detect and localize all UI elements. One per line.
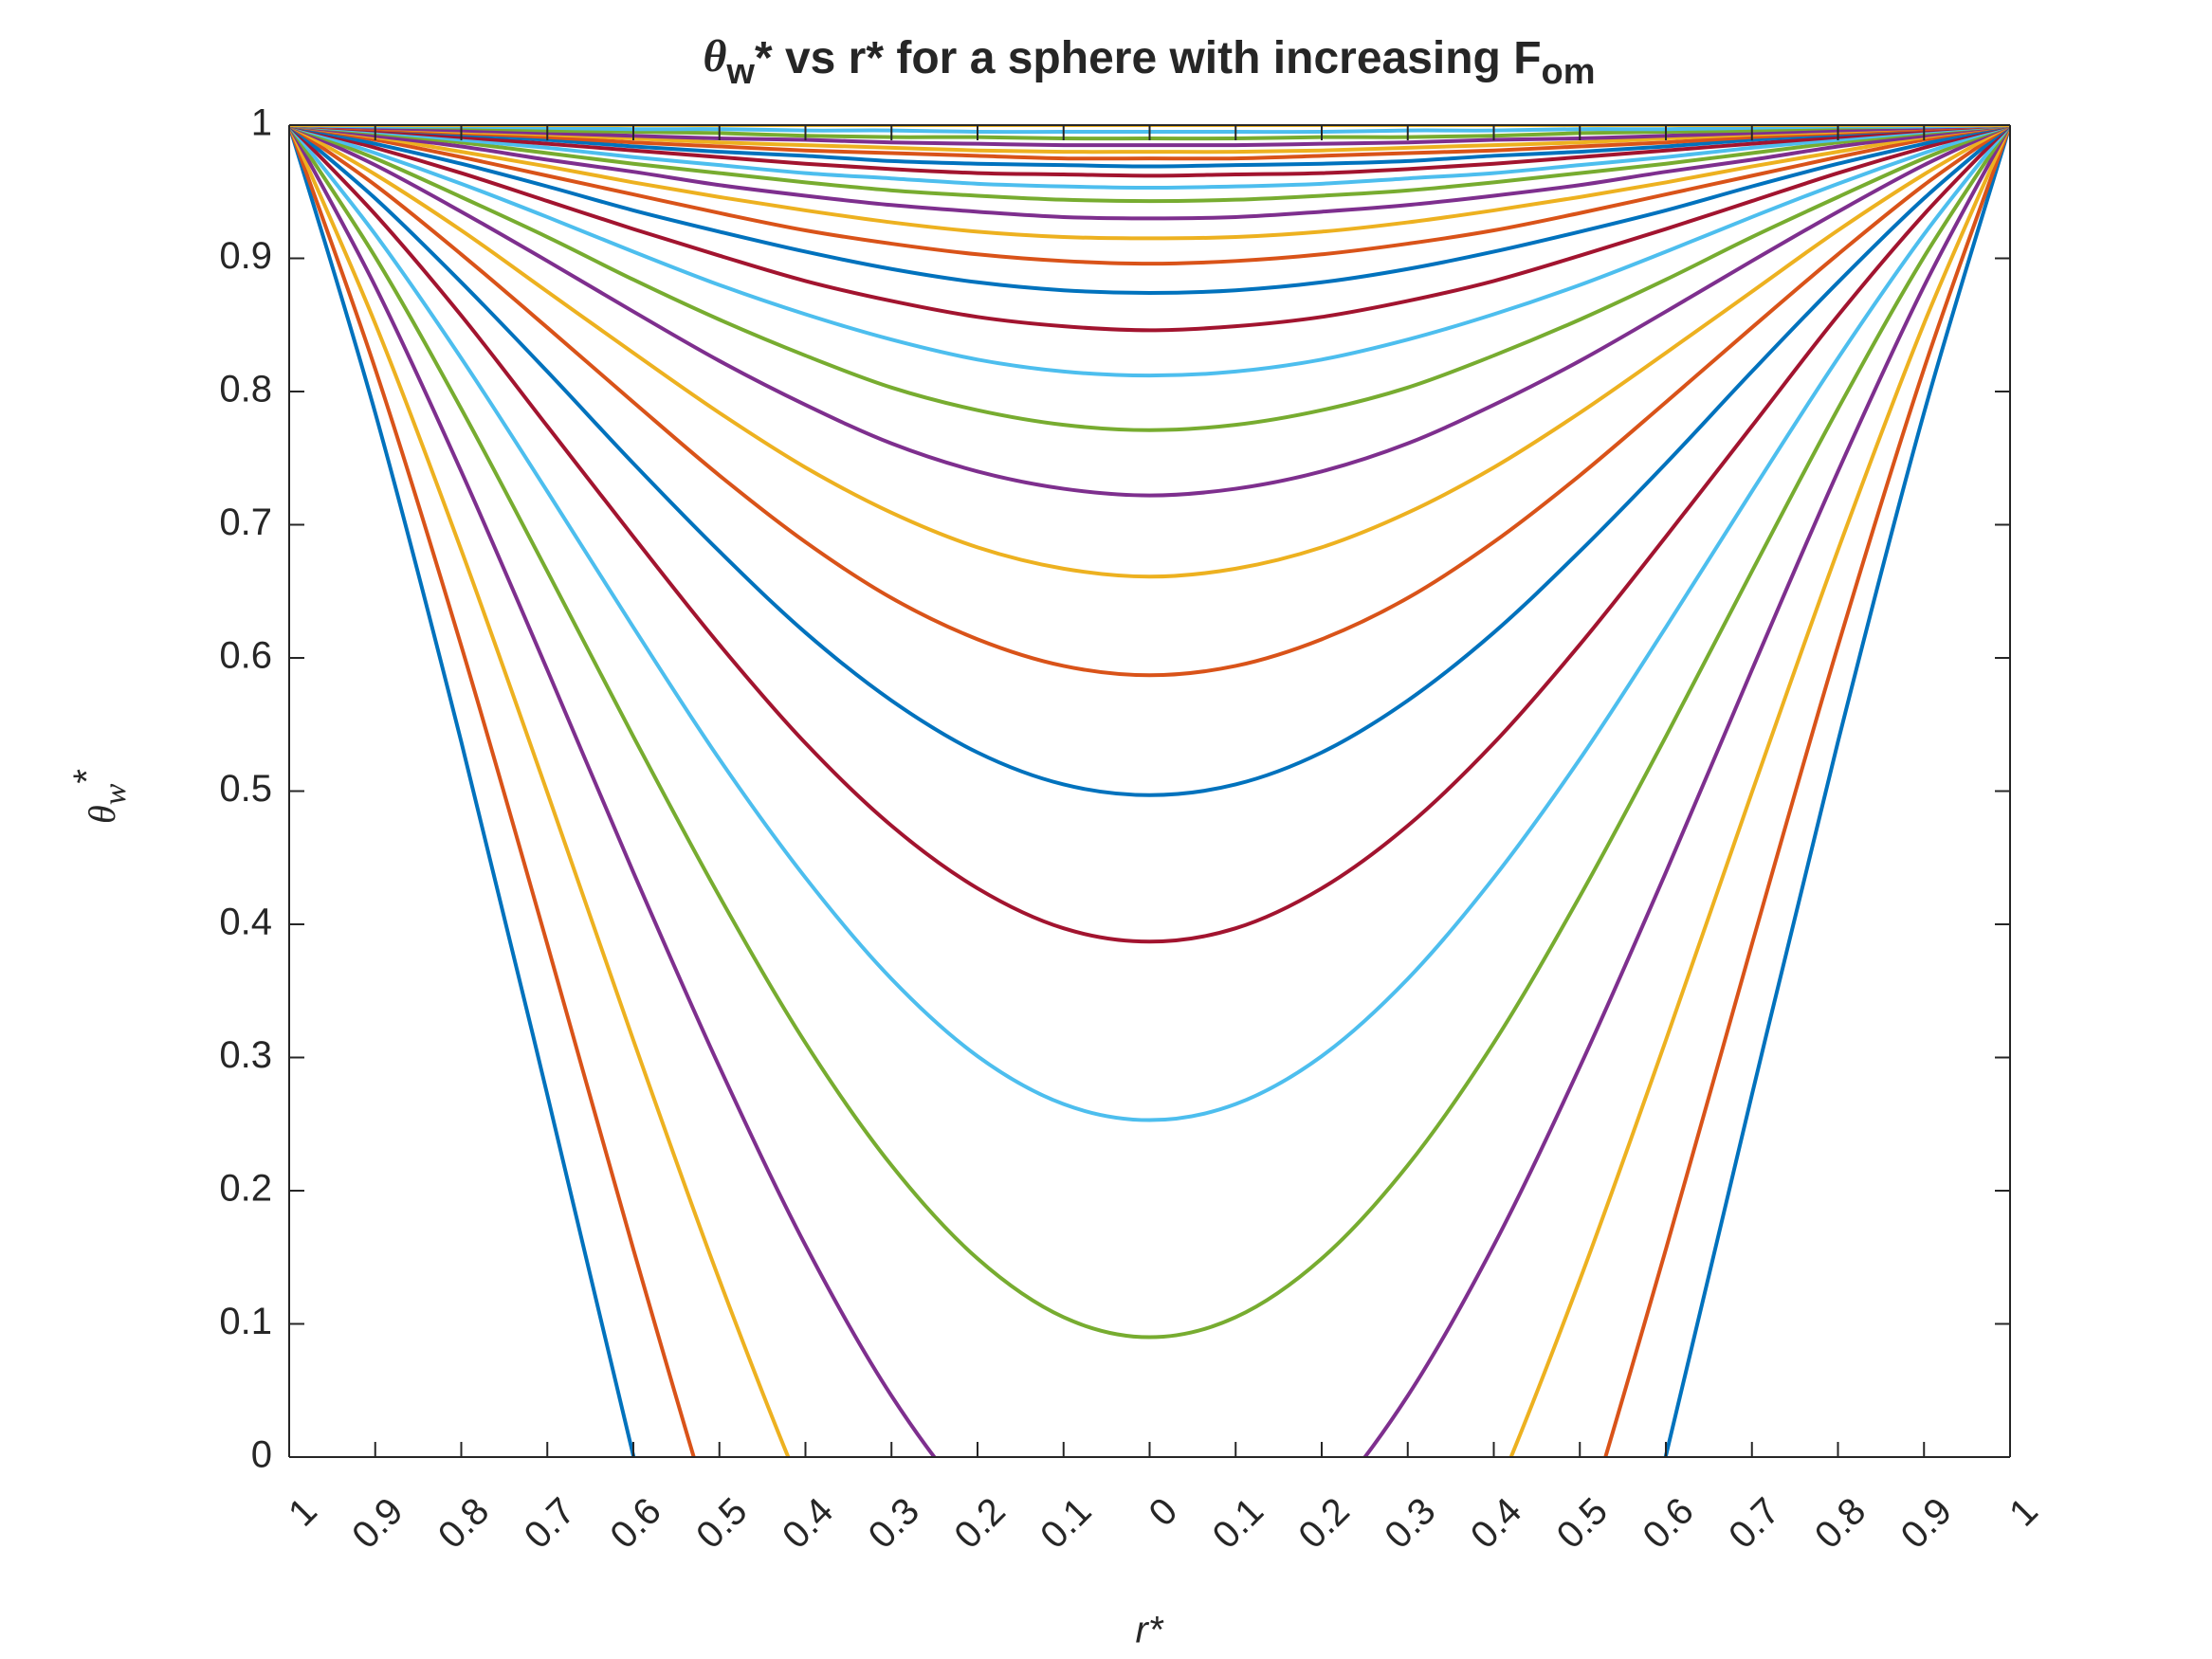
x-tick-label: 0.1: [1205, 1490, 1271, 1557]
y-tick-label: 0.3: [219, 1034, 272, 1076]
chart-title: θw* vs r* for a sphere with increasing F…: [703, 31, 1595, 92]
y-axis-label: θw*: [66, 769, 133, 824]
data-line: [289, 125, 2010, 1457]
y-tick-label: 0.8: [219, 369, 272, 410]
plot-lines: [289, 125, 2010, 1457]
x-tick-label: 0.8: [1807, 1490, 1874, 1557]
data-line: [289, 125, 2010, 178]
data-line: [289, 125, 2010, 1340]
x-tick-label: 0.5: [688, 1490, 755, 1557]
x-tick-label: 0.9: [344, 1490, 411, 1557]
y-tick-label: 0.5: [219, 768, 272, 810]
x-tick-label: 0.7: [517, 1490, 583, 1557]
data-line: [289, 125, 2010, 241]
x-tick-label: 0.4: [1463, 1490, 1529, 1557]
x-tick-label: 0.2: [946, 1490, 1013, 1557]
x-tick-label: 0.4: [775, 1490, 841, 1557]
y-tick-label: 0.1: [219, 1301, 272, 1342]
y-tick-label: 0.4: [219, 902, 272, 943]
x-tick-label: 0.5: [1549, 1490, 1616, 1557]
x-tick-label: 0.2: [1290, 1490, 1357, 1557]
x-tick-label: 0.6: [1635, 1490, 1701, 1557]
data-line: [289, 125, 2010, 148]
x-tick-label: 0.8: [430, 1490, 497, 1557]
data-line: [289, 125, 2010, 266]
data-line: [289, 125, 2010, 498]
data-line: [289, 125, 2010, 191]
data-line: [289, 125, 2010, 1457]
data-line: [289, 125, 2010, 169]
y-tick-label: 0.6: [219, 635, 272, 677]
data-line: [289, 125, 2010, 432]
data-line: [289, 125, 2010, 678]
x-tick-label: 0.9: [1893, 1490, 1960, 1557]
data-line: [289, 125, 2010, 944]
data-line: [289, 125, 2010, 221]
data-line: [289, 125, 2010, 1457]
data-line: [289, 125, 2010, 1457]
x-axis-label: r*: [1136, 1610, 1164, 1651]
x-tick-label: 0.7: [1721, 1490, 1787, 1557]
x-tick-label: 0.3: [861, 1490, 927, 1557]
y-tick-label: 1: [251, 102, 272, 144]
data-line: [289, 125, 2010, 161]
x-tick-label: 0.3: [1377, 1490, 1443, 1557]
x-tick-label: 1: [2002, 1490, 2046, 1535]
x-tick-label: 0.6: [602, 1490, 668, 1557]
y-tick-label: 0.7: [219, 501, 272, 543]
data-line: [289, 125, 2010, 296]
x-tick-label: 0: [1141, 1490, 1185, 1535]
data-line: [289, 125, 2010, 797]
y-tick-label: 0.2: [219, 1168, 272, 1210]
data-line: [289, 125, 2010, 378]
data-line: [289, 125, 2010, 204]
data-line: [289, 125, 2010, 579]
x-tick-label: 1: [281, 1490, 325, 1535]
y-tick-label: 0.9: [219, 235, 272, 277]
x-tick-label: 0.1: [1033, 1490, 1099, 1557]
data-line: [289, 125, 2010, 333]
y-tick-label: 0: [251, 1434, 272, 1476]
data-line: [289, 125, 2010, 1122]
